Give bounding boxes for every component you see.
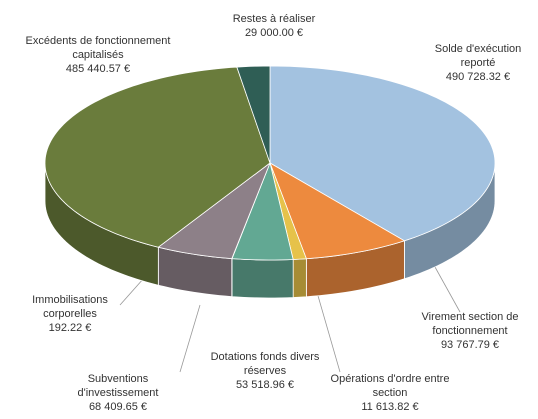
category-label: Opérations d'ordre entre section [330, 373, 450, 399]
slice-label: Virement section de fonctionnement 93 767… [403, 310, 538, 352]
pie-tops [44, 65, 496, 261]
slice-label: Solde d'exécution reporté 490 728.32 € [423, 42, 533, 84]
value-label: 53 518.96 € [235, 379, 295, 391]
category-label: Solde d'exécution reporté [434, 43, 522, 69]
slice-label: Dotations fonds divers réserves 53 518.96… [205, 350, 325, 392]
slice-side [292, 258, 307, 298]
category-label: Excédents de fonctionnement capitalisés [25, 35, 171, 61]
value-label: 93 767.79 € [440, 339, 500, 351]
slice [44, 66, 271, 248]
slice-label: Excédents de fonctionnement capitalisés 4… [3, 34, 193, 76]
slice [269, 65, 496, 242]
category-label: Restes à réaliser [232, 13, 316, 25]
category-label: Dotations fonds divers réserves [210, 351, 320, 377]
pie-sides [44, 162, 496, 299]
value-label: 11 613.82 € [361, 401, 419, 413]
slice-label: Opérations d'ordre entre section 11 613.8… [330, 372, 450, 414]
category-label: Subventions d'investissement [77, 373, 159, 399]
value-label: 29 000.00 € [244, 27, 304, 39]
category-label: Immobilisations corporelles [32, 294, 108, 320]
value-label: 490 728.32 € [445, 71, 511, 83]
slice [236, 65, 271, 164]
slice [269, 162, 406, 260]
slice [231, 161, 294, 261]
value-label: 68 409.65 € [88, 401, 148, 413]
category-label: Virement section de fonctionnement [421, 311, 519, 337]
slice-label: Subventions d'investissement 68 409.65 € [53, 372, 183, 414]
slice-label: Immobilisations corporelles 192.22 € [10, 293, 130, 335]
leader-line [179, 304, 201, 373]
slice [157, 161, 271, 260]
value-label: 192.22 € [48, 322, 92, 334]
value-label: 485 440.57 € [65, 63, 131, 75]
slice-label: Restes à réaliser 29 000.00 € [214, 12, 334, 40]
slice-side [231, 258, 294, 299]
